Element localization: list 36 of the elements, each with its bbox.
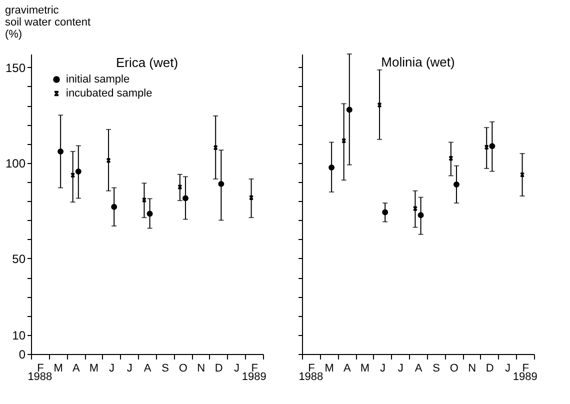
- x-tick-label: N: [468, 362, 476, 374]
- x-tick-label: S: [432, 362, 440, 374]
- legend-label: initial sample: [66, 74, 130, 86]
- x-tick-label: M: [324, 362, 334, 374]
- x-tick-label: J: [398, 362, 404, 374]
- chart-title: Molinia (wet): [381, 54, 455, 70]
- x-tick-label: A: [343, 362, 352, 374]
- x-tick-label: J: [380, 362, 386, 374]
- x-tick-label: O: [178, 362, 188, 374]
- x-tick-label: J: [504, 362, 510, 374]
- x-tick-label: A: [144, 362, 152, 374]
- text: 1989: [242, 371, 266, 383]
- chart-title: Erica (wet): [116, 55, 178, 70]
- y-tick-label: 10: [12, 328, 26, 342]
- x-tick-label: A: [414, 362, 423, 374]
- x-tick-label: S: [162, 362, 170, 374]
- x-tick-label: M: [360, 362, 370, 374]
- x-tick-label: N: [197, 362, 206, 374]
- x-tick-label: D: [486, 362, 494, 374]
- x-tick-label: D: [214, 362, 223, 374]
- x-tick-label: M: [54, 362, 63, 374]
- x-tick-label: J: [126, 362, 132, 374]
- legend-label: incubated sample: [66, 88, 152, 100]
- text: 1989: [512, 371, 538, 383]
- text: 1988: [28, 371, 52, 383]
- x-tick-label: O: [450, 362, 459, 374]
- x-tick-label: M: [89, 362, 99, 374]
- text: 1988: [298, 371, 324, 383]
- y-axis-title: gravimetric soil water content (%): [4, 4, 91, 40]
- y-tick-label: 100: [5, 156, 26, 170]
- x-tick-label: A: [72, 362, 80, 374]
- y-tick-label: 0: [18, 348, 26, 362]
- y-tick-label: 150: [5, 60, 26, 75]
- y-tick-label: 50: [12, 252, 26, 266]
- x-tick-label: J: [234, 362, 240, 374]
- x-tick-label: J: [109, 362, 115, 374]
